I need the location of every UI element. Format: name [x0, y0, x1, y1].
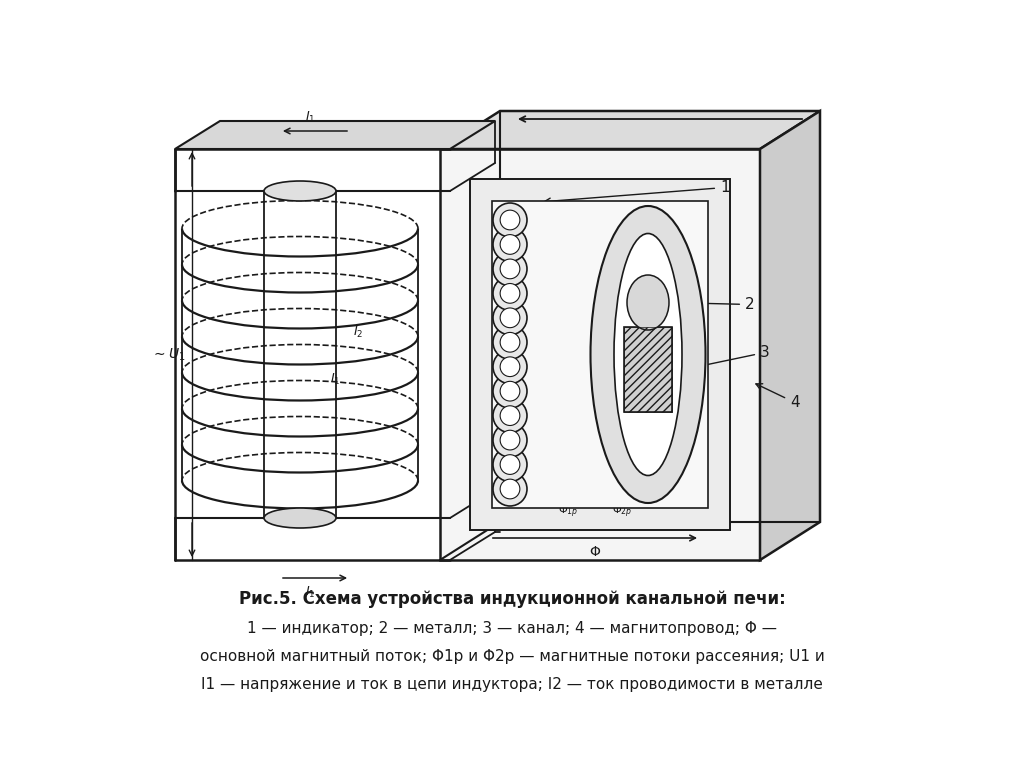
- Polygon shape: [175, 121, 495, 149]
- Polygon shape: [492, 201, 708, 508]
- Circle shape: [493, 228, 527, 262]
- Circle shape: [493, 399, 527, 433]
- Circle shape: [500, 430, 520, 450]
- Circle shape: [493, 276, 527, 311]
- Circle shape: [500, 284, 520, 303]
- Circle shape: [493, 374, 527, 408]
- Circle shape: [500, 406, 520, 426]
- Circle shape: [493, 448, 527, 482]
- Bar: [624, 327, 672, 412]
- Text: 4: 4: [756, 384, 800, 410]
- Text: $I_1$: $I_1$: [330, 371, 340, 387]
- Text: 1: 1: [545, 180, 730, 204]
- Text: 2: 2: [652, 297, 755, 312]
- Text: основной магнитный поток; Φ1p и Φ2p — магнитные потоки рассеяния; U1 и: основной магнитный поток; Φ1p и Φ2p — ма…: [200, 650, 824, 664]
- Circle shape: [493, 301, 527, 335]
- Circle shape: [500, 381, 520, 401]
- Circle shape: [493, 325, 527, 359]
- Circle shape: [500, 235, 520, 255]
- Circle shape: [493, 203, 527, 237]
- Circle shape: [500, 210, 520, 230]
- Polygon shape: [470, 179, 730, 530]
- Circle shape: [493, 423, 527, 457]
- Text: $I_2$: $I_2$: [353, 324, 364, 340]
- Text: 3: 3: [652, 345, 770, 378]
- Circle shape: [500, 308, 520, 328]
- Polygon shape: [440, 111, 820, 149]
- Ellipse shape: [627, 275, 669, 330]
- Polygon shape: [760, 111, 820, 560]
- Polygon shape: [440, 149, 760, 560]
- Ellipse shape: [591, 206, 706, 503]
- Circle shape: [500, 455, 520, 475]
- Text: 1 — индикатор; 2 — металл; 3 — канал; 4 — магнитопровод; Φ —: 1 — индикатор; 2 — металл; 3 — канал; 4 …: [247, 621, 777, 637]
- Ellipse shape: [614, 233, 682, 476]
- Text: $\Phi$: $\Phi$: [589, 545, 601, 559]
- Text: $I_1$: $I_1$: [305, 110, 315, 124]
- Circle shape: [500, 357, 520, 377]
- Circle shape: [493, 472, 527, 506]
- Bar: [624, 327, 672, 412]
- Circle shape: [493, 252, 527, 286]
- Circle shape: [500, 479, 520, 499]
- Ellipse shape: [264, 508, 336, 528]
- Ellipse shape: [264, 181, 336, 201]
- Circle shape: [500, 332, 520, 352]
- Text: $I_2$: $I_2$: [643, 272, 652, 286]
- Text: $\Phi_{2p}$: $\Phi_{2p}$: [611, 504, 632, 520]
- Text: Рис.5. Схема устройства индукционной канальной печи:: Рис.5. Схема устройства индукционной кан…: [239, 590, 785, 608]
- Text: $\Phi_{1p}$: $\Phi_{1p}$: [558, 504, 579, 520]
- Text: $\sim U_1$: $\sim U_1$: [151, 346, 185, 363]
- Circle shape: [493, 350, 527, 384]
- Text: $I_1$: $I_1$: [305, 584, 315, 600]
- Circle shape: [500, 259, 520, 278]
- Text: I1 — напряжение и ток в цепи индуктора; I2 — ток проводимости в металле: I1 — напряжение и ток в цепи индуктора; …: [201, 677, 823, 693]
